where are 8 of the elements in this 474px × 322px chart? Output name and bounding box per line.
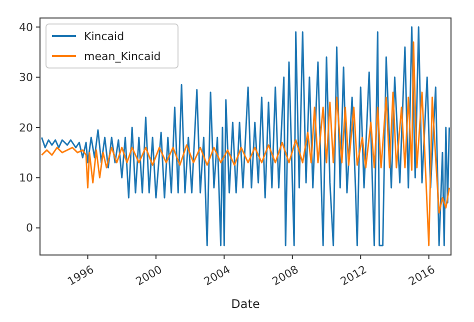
x-axis-title: Date	[231, 297, 260, 311]
y-tick-label: 10	[19, 172, 33, 185]
y-tick-label: 20	[19, 121, 33, 134]
legend-label: Kincaid	[84, 30, 124, 43]
y-tick-label: 30	[19, 71, 33, 84]
legend-label: mean_Kincaid	[84, 50, 161, 63]
y-tick-label: 40	[19, 20, 33, 34]
y-tick-label: 0	[26, 222, 33, 235]
